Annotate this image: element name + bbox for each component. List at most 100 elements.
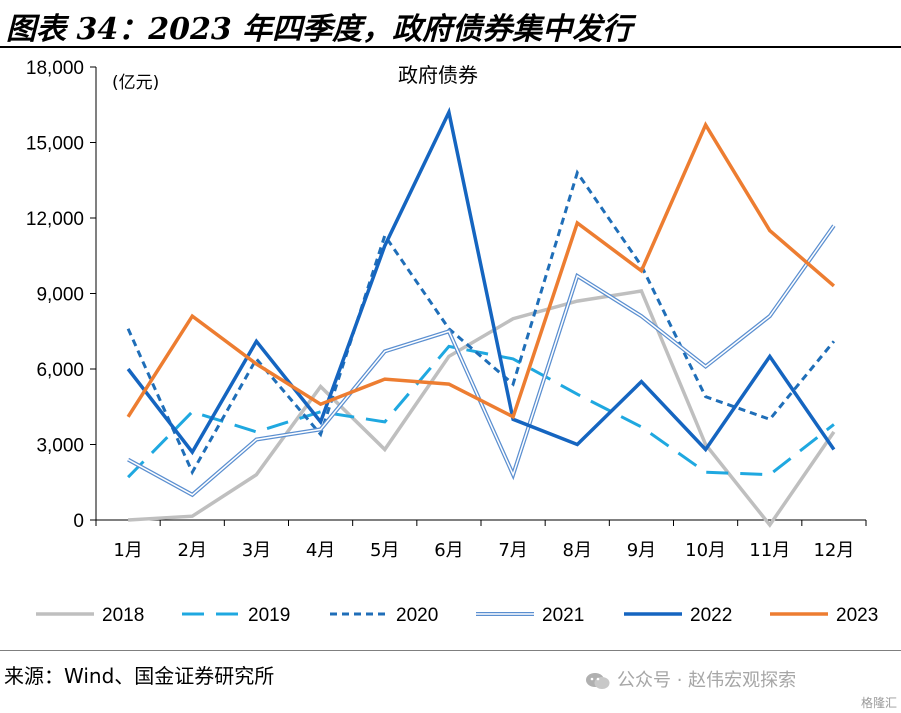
series-2023 <box>126 121 836 420</box>
point-2022-3 <box>255 340 257 342</box>
y-tick-label: 3,000 <box>36 436 84 457</box>
point-2020-3 <box>255 358 257 360</box>
point-2021-2 <box>191 494 193 496</box>
point-2021-9 <box>640 315 642 317</box>
point-2020-10 <box>704 395 706 397</box>
point-2020-12 <box>833 340 835 342</box>
point-2021-3 <box>255 438 257 440</box>
point-2020-11 <box>769 418 771 420</box>
point-2020-8 <box>576 172 578 174</box>
point-2023-2 <box>191 315 193 317</box>
y-tick-label: 9,000 <box>36 285 84 306</box>
source-rule <box>0 650 901 651</box>
legend-label: 2021 <box>542 605 584 626</box>
point-2018-2 <box>191 515 193 517</box>
legend-label: 2020 <box>396 605 438 626</box>
series-2021 <box>127 224 836 498</box>
point-2019-1 <box>127 476 129 478</box>
y-unit-label: (亿元) <box>112 73 159 93</box>
y-tick-label: 15,000 <box>26 134 84 155</box>
point-2019-10 <box>704 471 706 473</box>
legend-label: 2023 <box>836 605 878 626</box>
point-2020-2 <box>191 471 193 473</box>
chart-title: 政府债券 <box>398 63 478 87</box>
y-tick-label: 0 <box>73 511 84 532</box>
point-2018-1 <box>127 519 129 521</box>
legend-item-2018: 2018 <box>36 605 144 626</box>
title-rule <box>0 46 901 48</box>
x-tick-label: 7月 <box>498 540 527 561</box>
point-2018-8 <box>576 300 578 302</box>
x-tick-label: 8月 <box>563 540 592 561</box>
point-2022-11 <box>769 355 771 357</box>
point-2023-11 <box>769 229 771 231</box>
point-2018-7 <box>512 317 514 319</box>
series-2022 <box>126 106 836 456</box>
point-2019-8 <box>576 393 578 395</box>
point-2019-3 <box>255 431 257 433</box>
figure-title: 图表 34：2023 年四季度，政府债券集中发行 <box>6 12 633 47</box>
point-2022-4 <box>319 421 321 423</box>
point-2021-5 <box>384 350 386 352</box>
point-2020-4 <box>319 433 321 435</box>
point-2023-7 <box>512 416 514 418</box>
point-2023-8 <box>576 222 578 224</box>
legend-label: 2022 <box>690 605 732 626</box>
legend-item-2022: 2022 <box>624 605 732 626</box>
point-2023-4 <box>319 403 321 405</box>
point-2023-3 <box>255 363 257 365</box>
x-tick-label: 10月 <box>685 540 726 561</box>
point-2021-12 <box>833 224 835 226</box>
series-layer <box>126 106 836 528</box>
x-tick-label: 12月 <box>813 540 854 561</box>
point-2019-7 <box>512 358 514 360</box>
point-2022-1 <box>127 368 129 370</box>
series-line-2023 <box>126 121 836 420</box>
point-2022-9 <box>640 380 642 382</box>
x-tick-label: 3月 <box>242 540 271 561</box>
point-2023-1 <box>127 416 129 418</box>
series-2019 <box>127 344 835 479</box>
point-2018-5 <box>384 448 386 450</box>
chart-legend: 2018 2019 2020 2021 2022 2023 <box>36 605 878 626</box>
y-tick-label: 6,000 <box>36 360 84 381</box>
point-2019-11 <box>769 474 771 476</box>
series-line-2018 <box>127 289 836 528</box>
corner-mark: 格隆汇 <box>860 696 897 710</box>
point-2018-4 <box>319 385 321 387</box>
point-2023-5 <box>384 378 386 380</box>
x-tick-label: 2月 <box>178 540 207 561</box>
point-2019-6 <box>448 345 450 347</box>
point-2022-10 <box>704 448 706 450</box>
point-2019-4 <box>319 411 321 413</box>
y-tick-label: 18,000 <box>26 58 84 79</box>
point-2021-7 <box>512 474 514 476</box>
x-tick-label: 5月 <box>370 540 399 561</box>
line-chart: 0 3,000 6,000 9,000 12,000 15,000 18,000 1月 2月 3月… <box>26 58 878 626</box>
wechat-icon <box>586 673 610 689</box>
point-2019-2 <box>191 411 193 413</box>
point-2021-8 <box>576 275 578 277</box>
series-line-2021-inner <box>127 225 835 496</box>
x-tick-label: 11月 <box>749 540 790 561</box>
series-line-2019 <box>127 344 835 479</box>
x-tick-label: 9月 <box>627 540 656 561</box>
point-2021-4 <box>319 428 321 430</box>
point-2023-12 <box>833 285 835 287</box>
point-2020-7 <box>512 383 514 385</box>
x-tick-label: 6月 <box>434 540 463 561</box>
point-2021-10 <box>704 365 706 367</box>
point-2022-12 <box>833 448 835 450</box>
watermark-text: 公众号 · 赵伟宏观探索 <box>617 670 797 691</box>
chart-axes: 0 3,000 6,000 9,000 12,000 15,000 18,000 1月 2月 3月… <box>26 58 867 561</box>
point-2019-9 <box>640 426 642 428</box>
point-2018-3 <box>255 474 257 476</box>
x-tick-label: 4月 <box>306 540 335 561</box>
source-note: 来源：Wind、国金证券研究所 <box>4 664 275 688</box>
series-2018 <box>127 289 836 528</box>
point-2021-1 <box>127 458 129 460</box>
x-tick-label: 1月 <box>113 540 142 561</box>
series-line-2020 <box>126 169 836 476</box>
figure-header: 图表 34：2023 年四季度，政府债券集中发行 <box>0 0 901 50</box>
point-2021-11 <box>769 315 771 317</box>
